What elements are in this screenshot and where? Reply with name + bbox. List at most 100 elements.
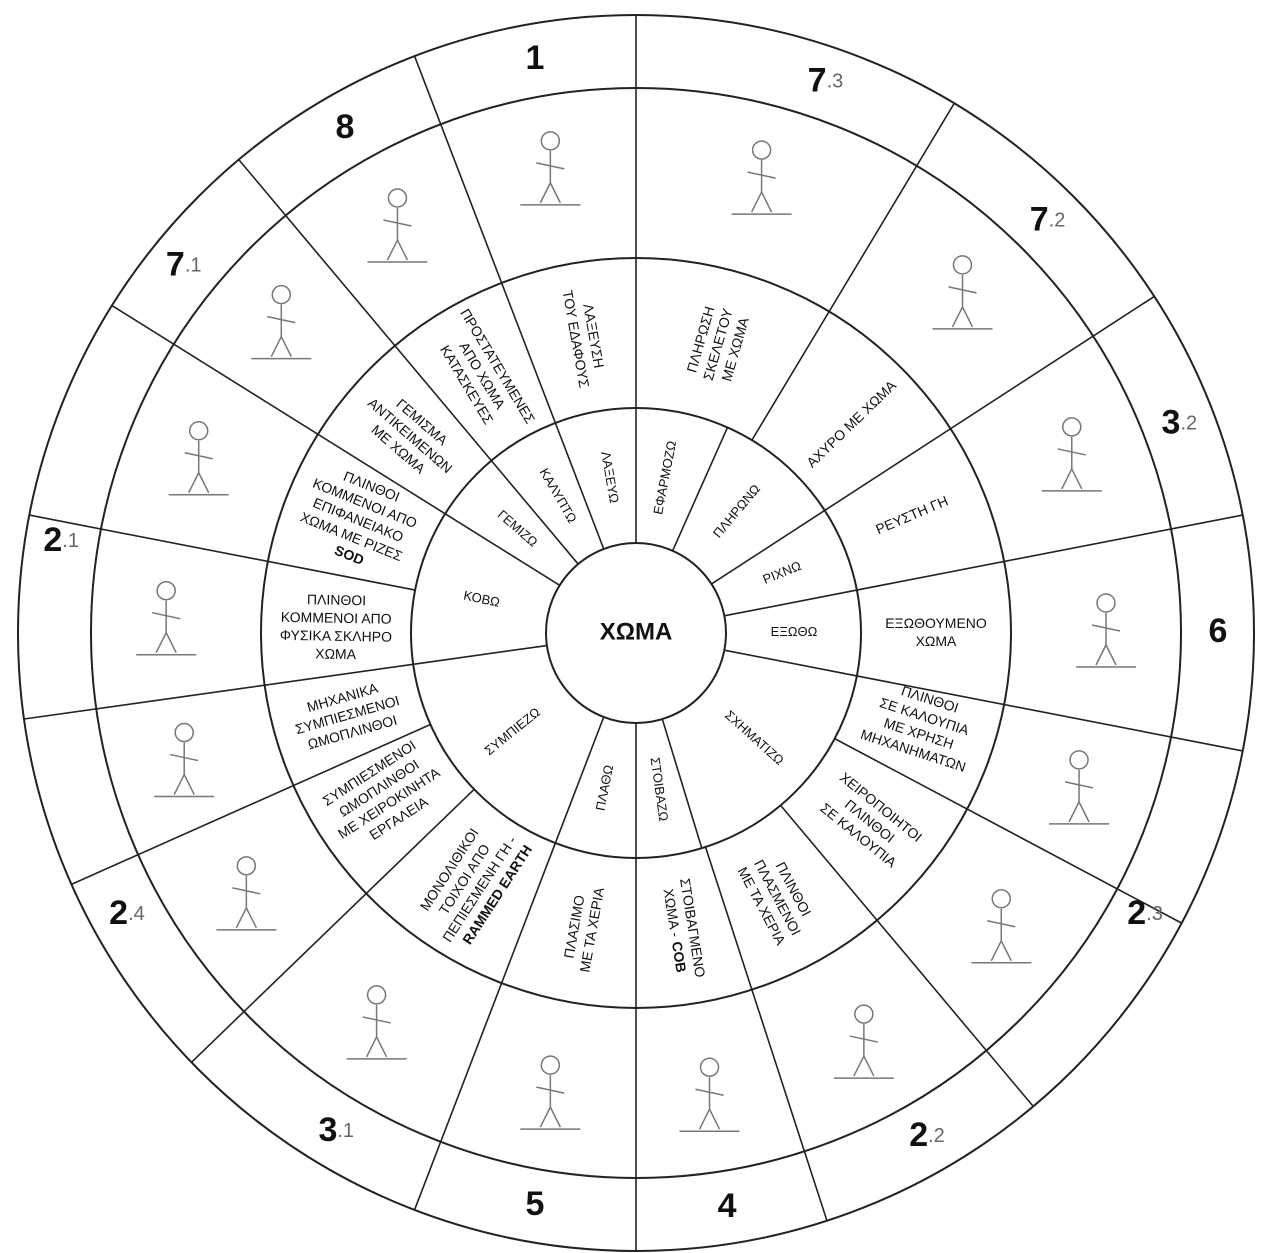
- illustration-sketch: [169, 441, 229, 495]
- sector-number-sub: .3: [827, 71, 844, 93]
- spoke: [662, 719, 701, 848]
- verb-label: ΣΥΜΠΙΕΖΩ: [482, 705, 544, 759]
- sector-number-main: 2: [1127, 894, 1146, 932]
- verb-label: ΣΤΟΙΒΑΖΩ: [647, 756, 671, 822]
- verb-label-text: ΕΞΩΘΩ: [771, 624, 818, 639]
- technique-label-line: ΧΩΜΑ: [315, 645, 357, 662]
- illustration-sketch: [992, 890, 1010, 908]
- technique-label: ΣΥΜΠΙΕΣΜΕΝΟΙΩΜΟΠΛΙΝΘΟΙΜΕ ΧΕΙΡΟΚΙΝΗΤΑΕΡΓΑ…: [315, 733, 453, 856]
- sector-number: 4: [718, 1187, 737, 1225]
- technique-label-text: ΦΥΣΙΚΑ ΣΚΛΗΡΟ: [280, 626, 392, 644]
- verb-label-text: ΡΙΧΝΩ: [761, 558, 804, 587]
- verb-label-text: ΛΑΞΕΥΩ: [598, 450, 622, 504]
- technique-label-line: ΠΛΙΝΘΟΙ: [307, 591, 366, 608]
- technique-label-text: ΧΩΜΑ: [916, 633, 957, 649]
- verb-label-text: ΠΛΑΘΩ: [593, 763, 617, 812]
- sector-number: 7.3: [808, 62, 844, 100]
- sector-number: 3.2: [1162, 403, 1198, 441]
- illustration-sketch: [520, 1075, 580, 1129]
- technique-label: ΣΤΟΙΒΑΓΜΕΝΟΧΩΜΑ -COB: [660, 877, 709, 981]
- illustration-sketch: [520, 151, 580, 205]
- verb-label-line: ΣΤΟΙΒΑΖΩ: [647, 756, 671, 822]
- verb-label-text: ΓΕΜΙΖΩ: [494, 507, 540, 550]
- spoke: [857, 515, 1243, 590]
- verb-label-text: ΣΧΗΜΑΤΙΖΩ: [722, 708, 787, 769]
- sector-number-sub: .3: [1146, 903, 1163, 925]
- verb-label-text: ΚΑΛΥΠΤΩ: [536, 466, 579, 526]
- verb-label-line: ΣΥΜΠΙΕΖΩ: [482, 705, 544, 759]
- technique-label-line: ΑΧΥΡΟ ΜΕ ΧΩΜΑ: [803, 377, 899, 471]
- sector-number: 2.2: [909, 1116, 945, 1154]
- technique-label-text: ΠΛΙΝΘΟΙ: [307, 591, 366, 608]
- sector-number-sub: .2: [1049, 210, 1066, 232]
- sector-number: 1: [525, 39, 544, 77]
- spoke: [413, 646, 547, 665]
- sector-number-sub: .1: [185, 255, 202, 277]
- spoke: [112, 306, 445, 514]
- verb-label: ΕΦΑΡΜΟΖΩ: [651, 439, 680, 515]
- sector-number-main: 5: [525, 1185, 544, 1223]
- illustration-sketch: [272, 286, 290, 304]
- sector-number-main: 2: [109, 894, 128, 932]
- sector-number-sub: .1: [337, 1120, 354, 1142]
- illustration-sketch: [1070, 751, 1088, 769]
- sector-number-main: 6: [1209, 612, 1228, 650]
- sector-number: 7.1: [166, 246, 202, 284]
- technique-label-line: ΦΥΣΙΚΑ ΣΚΛΗΡΟ: [280, 626, 392, 644]
- illustration-sketch: [190, 422, 208, 440]
- sector-number: 2.3: [1127, 894, 1163, 932]
- sector-number-main: 2: [43, 521, 62, 559]
- spoke: [239, 160, 492, 461]
- illustration-sketch: [216, 876, 276, 930]
- sector-number-sub: .2: [928, 1125, 945, 1147]
- illustration-sketch: [237, 857, 255, 875]
- illustration-sketch: [175, 724, 193, 742]
- illustration-sketch: [855, 1005, 873, 1023]
- technique-label: ΑΧΥΡΟ ΜΕ ΧΩΜΑ: [803, 377, 899, 471]
- spoke: [191, 789, 474, 1062]
- verb-label: ΓΕΜΙΖΩ: [494, 507, 540, 550]
- illustration-sketch: [251, 305, 311, 359]
- technique-label: ΜΗΧΑΝΙΚΑΣΥΜΠΙΕΣΜΕΝΟΙΩΜΟΠΛΙΝΘΟΙ: [288, 675, 406, 755]
- illustration-sketch: [157, 582, 175, 600]
- illustration-sketch: [971, 909, 1031, 963]
- verb-label: ΣΧΗΜΑΤΙΖΩ: [722, 708, 787, 769]
- verb-label: ΛΑΞΕΥΩ: [598, 450, 622, 504]
- verb-label-line: ΓΕΜΙΖΩ: [494, 507, 540, 550]
- illustration-sketch: [953, 256, 971, 274]
- illustration-sketch: [154, 743, 214, 797]
- illustration-sketch: [541, 1056, 559, 1074]
- page: {"center": "ΧΩΜΑ", "verbs": ["ΕΦΑΡΜΟΖΩ",…: [0, 0, 1261, 1253]
- verb-label-line: ΚΟΒΩ: [462, 588, 501, 610]
- technique-label: ΠΛΙΝΘΟΙΚΟΜΜΕΝΟΙ ΑΠΟΕΠΙΦΑΝΕΙΑΚΟΧΩΜΑ ΜΕ ΡΙ…: [290, 458, 426, 581]
- illustration-sketch: [701, 1058, 719, 1076]
- sector-number: 2.1: [43, 521, 79, 559]
- technique-label-line: ΡΕΥΣΤΗ ΓΗ: [873, 492, 950, 537]
- technique-label: ΠΛΙΝΘΟΙΠΛΑΣΜΕΝΟΙΜΕ ΤΑ ΧΕΡΙΑ: [735, 847, 822, 948]
- illustration-sketch: [347, 1005, 407, 1059]
- technique-label-line: ΧΩΜΑ: [916, 633, 957, 649]
- technique-label: ΕΞΩΘΟΥΜΕΝΟ ΧΩΜΑ: [885, 615, 987, 649]
- sector-number: 8: [336, 108, 355, 146]
- illustration-sketch: [1076, 613, 1136, 667]
- verb-label-line: ΕΞΩΘΩ: [771, 624, 818, 639]
- verb-label-text: ΕΦΑΡΜΟΖΩ: [651, 439, 680, 515]
- spoke: [724, 590, 857, 616]
- illustration-sketch: [1049, 770, 1109, 824]
- illustration-sketch: [834, 1024, 894, 1078]
- verb-label-line: ΠΛΑΘΩ: [593, 763, 617, 812]
- technique-label-text: ΕΞΩΘΟΥΜΕΝΟ: [885, 615, 987, 631]
- illustration-sketch: [753, 141, 771, 159]
- center-label: ΧΩΜΑ: [600, 618, 673, 645]
- sector-number: 7.2: [1030, 200, 1066, 238]
- verb-label-text: ΣΥΜΠΙΕΖΩ: [482, 705, 544, 759]
- illustration-sketch: [1063, 418, 1081, 436]
- technique-label-text: ΑΧΥΡΟ ΜΕ ΧΩΜΑ: [803, 377, 899, 471]
- sector-number-sub: .2: [1180, 413, 1197, 435]
- verb-label: ΠΛΑΘΩ: [593, 763, 617, 812]
- verb-label-text: ΣΤΟΙΒΑΖΩ: [647, 756, 671, 822]
- illustration-sketch: [1097, 594, 1115, 612]
- illustration-sketch: [368, 986, 386, 1004]
- technique-label-text: ΚΟΜΜΕΝΟΙ ΑΠΟ: [281, 609, 392, 627]
- illustration-sketch: [932, 275, 992, 329]
